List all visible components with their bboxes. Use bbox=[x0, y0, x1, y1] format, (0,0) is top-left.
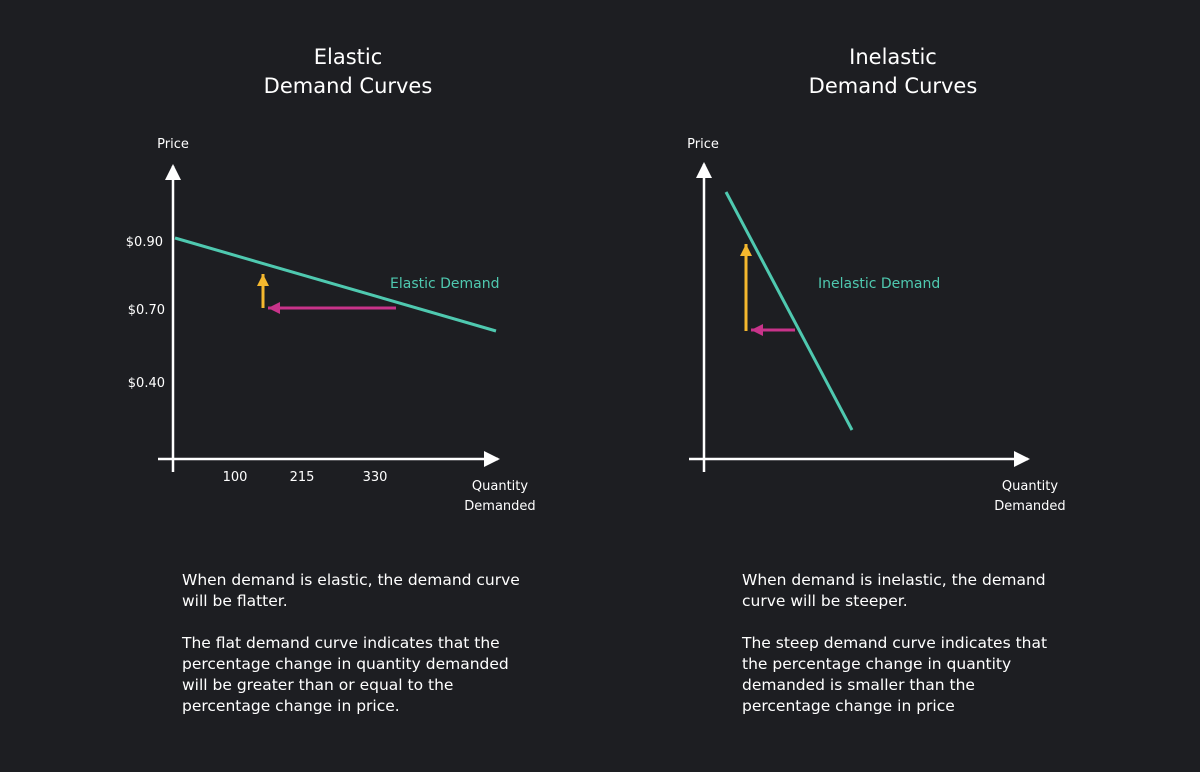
inelastic-demand-label: Inelastic Demand bbox=[818, 276, 940, 292]
elastic-paragraph-2: The flat demand curve indicates that the… bbox=[182, 634, 509, 715]
x-axis-label-line2: Demanded bbox=[464, 499, 535, 514]
elastic-chart: Price $0.90 $0.70 $0.40 100 215 330 Quan… bbox=[126, 137, 536, 514]
x-tick-label: 215 bbox=[290, 470, 315, 485]
elastic-demand-curve bbox=[174, 236, 497, 333]
x-axis-label-line2: Demanded bbox=[994, 499, 1065, 514]
elastic-demand-label: Elastic Demand bbox=[390, 276, 500, 292]
elastic-title-line1: Elastic bbox=[313, 45, 383, 69]
elastic-explanation: When demand is elastic, the demand curve… bbox=[182, 570, 522, 738]
elastic-paragraph-1: When demand is elastic, the demand curve… bbox=[182, 571, 520, 610]
inelastic-title: Inelastic Demand Curves bbox=[743, 43, 1043, 101]
inelastic-demand-curve bbox=[724, 191, 854, 431]
inelastic-title-line1: Inelastic bbox=[849, 45, 937, 69]
y-tick-label: $0.40 bbox=[128, 376, 165, 391]
inelastic-title-line2: Demand Curves bbox=[808, 74, 978, 98]
x-axis-label-line1: Quantity bbox=[1002, 479, 1058, 494]
y-tick-label: $0.70 bbox=[128, 303, 165, 318]
inelastic-paragraph-1: When demand is inelastic, the demand cur… bbox=[742, 571, 1046, 610]
inelastic-explanation: When demand is inelastic, the demand cur… bbox=[742, 570, 1062, 738]
y-axis-label: Price bbox=[157, 137, 189, 152]
x-tick-label: 330 bbox=[363, 470, 388, 485]
inelastic-paragraph-2: The steep demand curve indicates that th… bbox=[742, 634, 1048, 715]
elastic-title: Elastic Demand Curves bbox=[198, 43, 498, 101]
x-axis-label-line1: Quantity bbox=[472, 479, 528, 494]
inelastic-chart: Price Quantity Demanded Inelastic Demand bbox=[687, 137, 1066, 514]
y-tick-label: $0.90 bbox=[126, 235, 163, 250]
elastic-title-line2: Demand Curves bbox=[263, 74, 433, 98]
x-tick-label: 100 bbox=[223, 470, 248, 485]
y-axis-label: Price bbox=[687, 137, 719, 152]
